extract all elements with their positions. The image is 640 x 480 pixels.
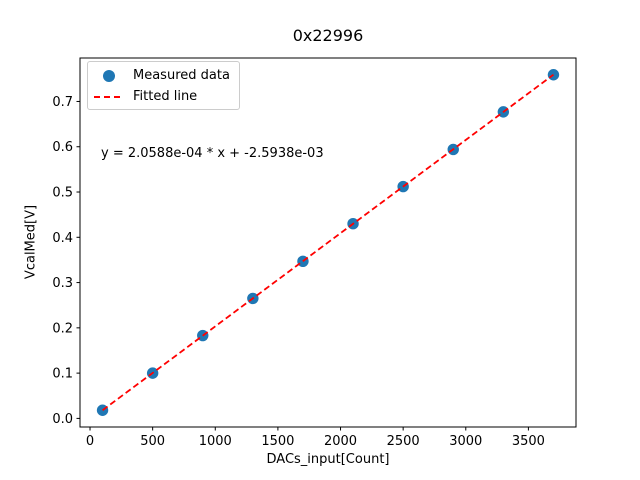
x-tick-label: 500 [140, 434, 165, 449]
x-tick-label: 0 [86, 434, 94, 449]
y-tick-label: 0.6 [52, 140, 73, 155]
legend: Measured data Fitted line [87, 61, 240, 110]
x-tick-label: 3500 [512, 434, 545, 449]
legend-icon-wrap [94, 69, 124, 82]
x-tick-label: 1500 [261, 434, 294, 449]
chart-title: 0x22996 [292, 26, 364, 45]
legend-entry-fitted-line: Fitted line [88, 86, 239, 107]
y-tick-label: 0.4 [52, 231, 73, 246]
y-tick-label: 0.2 [52, 321, 73, 336]
legend-label-measured-data: Measured data [133, 67, 230, 83]
dashed-line-icon [94, 95, 124, 98]
scatter-marker-icon [103, 69, 115, 82]
legend-label-fitted-line: Fitted line [133, 88, 198, 104]
legend-entry-measured-data: Measured data [88, 65, 239, 86]
y-tick-label: 0.5 [52, 186, 73, 201]
x-tick-label: 1000 [199, 434, 232, 449]
legend-icon-wrap [94, 95, 124, 98]
y-axis-label: VcalMed[V] [23, 204, 39, 280]
fitted-line [102, 73, 554, 411]
x-tick-label: 2000 [324, 434, 357, 449]
x-tick-label: 3000 [449, 434, 482, 449]
y-tick-label: 0.1 [52, 367, 73, 382]
fit-equation-annotation: y = 2.0588e-04 * x + -2.5938e-03 [101, 146, 324, 161]
x-tick-label: 2500 [387, 434, 420, 449]
x-axis-label: DACs_input[Count] [266, 452, 390, 467]
y-tick-label: 0.0 [52, 412, 73, 427]
y-tick-label: 0.3 [52, 276, 73, 291]
plot-border [79, 57, 577, 428]
y-tick-label: 0.7 [52, 95, 73, 110]
